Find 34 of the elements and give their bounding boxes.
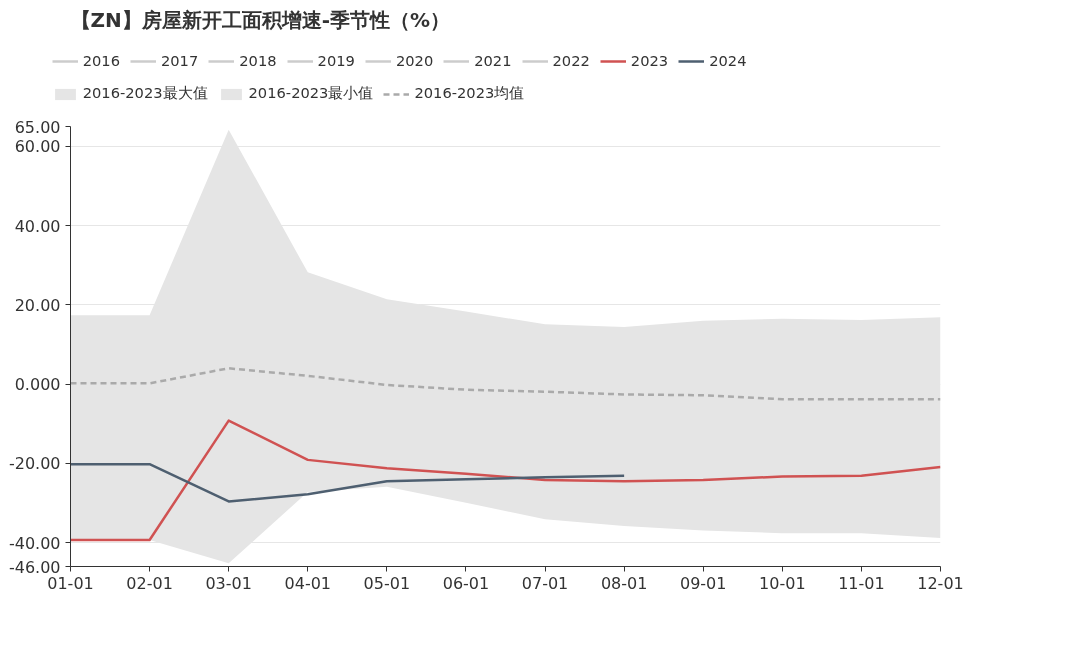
y-tick-label: -20.00 [8,454,61,474]
x-tick-label: 06-01 [442,573,490,593]
legend-label: 2020 [395,52,434,69]
legend-label: 2022 [552,52,590,69]
x-tick-label: 11-01 [838,573,885,593]
legend-label: 2023 [630,52,669,69]
legend-label: 2016-2023最小值 [248,84,374,103]
x-tick-label: 04-01 [284,573,332,593]
x-tick-label: 02-01 [126,573,173,593]
y-tick-label: 60.00 [14,137,61,157]
line-series [70,367,941,401]
y-tick-label: -40.00 [8,533,61,553]
x-tick-label: 09-01 [679,573,727,593]
x-tick-label: 08-01 [600,573,648,593]
legend-label: 2021 [474,52,512,69]
y-tick-label: 20.00 [14,295,61,315]
legend-label: 2016 [82,52,120,69]
x-tick-label: 07-01 [521,573,569,593]
line-series [70,419,941,542]
legend-label: 2016-2023最大值 [82,84,208,103]
x-tick-label: 10-01 [759,573,806,593]
legend-label: 2018 [239,52,277,69]
chart-title: 【ZN】房屋新开工面积增速-季节性（%） [70,7,451,32]
legend-label: 2017 [160,52,199,69]
y-tick-label: 65.00 [14,117,61,137]
y-tick-label: 0.000 [14,375,61,395]
line-series [70,462,626,503]
legend-label: 2024 [709,52,747,69]
x-tick-label: 12-01 [917,573,964,593]
legend-label: 2019 [317,52,355,69]
x-tick-label: 03-01 [205,573,252,593]
x-tick-label: 05-01 [363,573,411,593]
legend-label: 2016-2023均值 [414,84,525,103]
y-tick-label: 40.00 [14,216,61,236]
